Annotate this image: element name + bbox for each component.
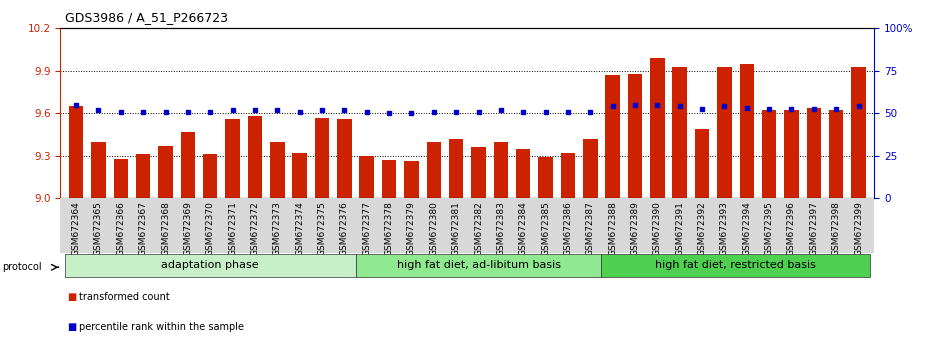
- Bar: [739, 64, 754, 198]
- Bar: [650, 58, 665, 198]
- Bar: [382, 160, 396, 198]
- Text: GSM672370: GSM672370: [206, 201, 215, 256]
- Bar: [136, 154, 151, 198]
- Bar: [806, 108, 821, 198]
- Bar: [784, 110, 799, 198]
- Text: GSM672374: GSM672374: [295, 201, 304, 256]
- Text: percentile rank within the sample: percentile rank within the sample: [79, 322, 244, 332]
- Text: GSM672395: GSM672395: [764, 201, 774, 256]
- Text: ■: ■: [67, 322, 76, 332]
- Text: GSM672398: GSM672398: [831, 201, 841, 256]
- Text: GSM672372: GSM672372: [250, 201, 259, 256]
- Bar: [314, 118, 329, 198]
- Bar: [851, 67, 866, 198]
- Bar: [69, 106, 84, 198]
- Bar: [516, 149, 530, 198]
- Bar: [113, 159, 128, 198]
- Text: GSM672380: GSM672380: [430, 201, 438, 256]
- Bar: [449, 139, 463, 198]
- Text: GSM672390: GSM672390: [653, 201, 662, 256]
- Text: GSM672373: GSM672373: [272, 201, 282, 256]
- Text: GSM672394: GSM672394: [742, 201, 751, 256]
- Text: GSM672393: GSM672393: [720, 201, 729, 256]
- FancyBboxPatch shape: [602, 254, 870, 277]
- Text: high fat diet, restricted basis: high fat diet, restricted basis: [655, 260, 816, 270]
- Bar: [628, 74, 643, 198]
- Bar: [583, 139, 598, 198]
- Bar: [672, 67, 687, 198]
- Text: GSM672386: GSM672386: [564, 201, 573, 256]
- Text: GSM672391: GSM672391: [675, 201, 684, 256]
- Text: GSM672368: GSM672368: [161, 201, 170, 256]
- Text: GSM672369: GSM672369: [183, 201, 193, 256]
- Text: GSM672383: GSM672383: [497, 201, 505, 256]
- Text: GSM672378: GSM672378: [385, 201, 393, 256]
- Text: GSM672387: GSM672387: [586, 201, 595, 256]
- Text: ■: ■: [67, 292, 76, 302]
- Bar: [337, 119, 352, 198]
- Bar: [605, 75, 620, 198]
- Bar: [762, 110, 777, 198]
- Bar: [91, 142, 106, 198]
- Bar: [494, 142, 508, 198]
- Text: GSM672375: GSM672375: [317, 201, 326, 256]
- Text: GDS3986 / A_51_P266723: GDS3986 / A_51_P266723: [65, 11, 228, 24]
- Text: GSM672385: GSM672385: [541, 201, 550, 256]
- Text: adaptation phase: adaptation phase: [162, 260, 259, 270]
- Text: GSM672382: GSM672382: [474, 201, 483, 256]
- Bar: [203, 154, 218, 198]
- Bar: [561, 153, 575, 198]
- Bar: [247, 116, 262, 198]
- Text: GSM672365: GSM672365: [94, 201, 103, 256]
- Text: GSM672376: GSM672376: [339, 201, 349, 256]
- Text: high fat diet, ad-libitum basis: high fat diet, ad-libitum basis: [396, 260, 561, 270]
- Text: GSM672399: GSM672399: [854, 201, 863, 256]
- FancyBboxPatch shape: [65, 254, 355, 277]
- Bar: [538, 157, 552, 198]
- Text: GSM672389: GSM672389: [631, 201, 640, 256]
- Bar: [405, 161, 418, 198]
- Text: GSM672364: GSM672364: [72, 201, 81, 256]
- Bar: [829, 110, 844, 198]
- Text: GSM672392: GSM672392: [698, 201, 707, 256]
- Text: GSM672371: GSM672371: [228, 201, 237, 256]
- FancyBboxPatch shape: [355, 254, 602, 277]
- Bar: [158, 146, 173, 198]
- Bar: [180, 132, 195, 198]
- Bar: [427, 142, 441, 198]
- Bar: [360, 156, 374, 198]
- Text: GSM672379: GSM672379: [407, 201, 416, 256]
- Text: protocol: protocol: [2, 262, 42, 272]
- Bar: [292, 153, 307, 198]
- Bar: [717, 67, 732, 198]
- Text: GSM672384: GSM672384: [519, 201, 527, 256]
- Bar: [695, 129, 710, 198]
- Bar: [270, 142, 285, 198]
- Text: transformed count: transformed count: [79, 292, 170, 302]
- Text: GSM672367: GSM672367: [139, 201, 148, 256]
- Text: GSM672366: GSM672366: [116, 201, 126, 256]
- Text: GSM672388: GSM672388: [608, 201, 618, 256]
- Bar: [225, 119, 240, 198]
- Text: GSM672396: GSM672396: [787, 201, 796, 256]
- Bar: [472, 147, 485, 198]
- Text: GSM672397: GSM672397: [809, 201, 818, 256]
- Text: GSM672377: GSM672377: [362, 201, 371, 256]
- Text: GSM672381: GSM672381: [452, 201, 460, 256]
